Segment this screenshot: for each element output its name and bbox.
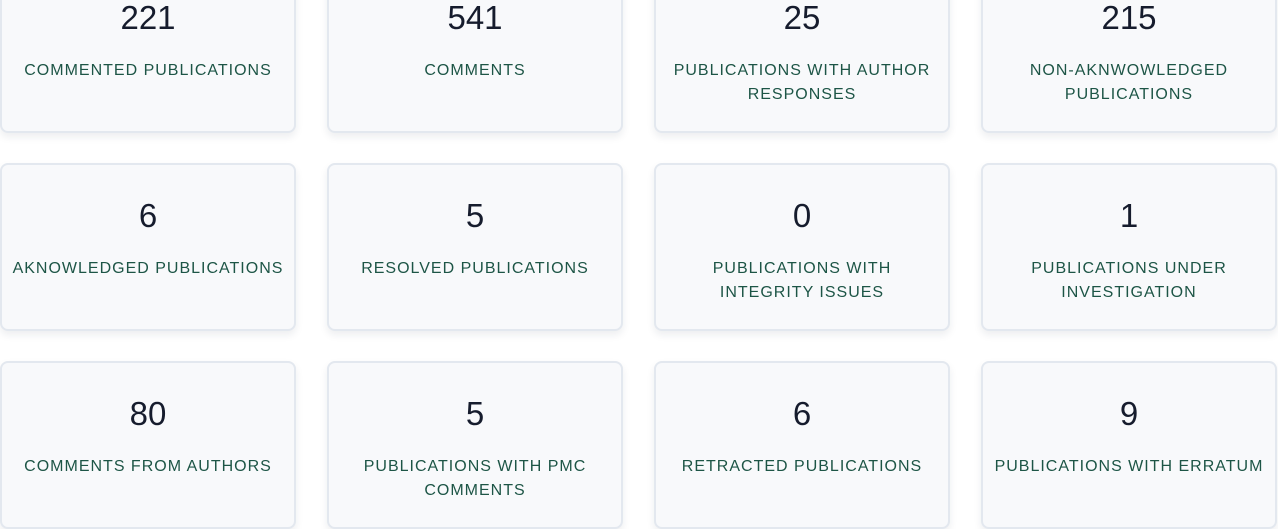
stat-label: RETRACTED PUBLICATIONS	[681, 458, 923, 475]
stat-card: 221 COMMENTED PUBLICATIONS	[0, 0, 296, 133]
stat-label: COMMENTS	[424, 62, 526, 79]
stat-label: PUBLICATIONS UNDER INVESTIGATION	[1031, 260, 1227, 301]
stat-card: 6 AKNOWLEDGED PUBLICATIONS	[0, 163, 296, 331]
stat-label: COMMENTS FROM AUTHORS	[24, 458, 272, 475]
stat-value: 5	[465, 197, 485, 234]
stat-card: 215 NON-AKNWOWLEDGED PUBLICATIONS	[981, 0, 1277, 133]
stat-value: 5	[465, 395, 485, 432]
stat-label: PUBLICATIONS WITH INTEGRITY ISSUES	[712, 260, 892, 301]
stat-value: 215	[1101, 0, 1157, 36]
stat-card: 6 RETRACTED PUBLICATIONS	[654, 361, 950, 529]
stat-value: 6	[792, 395, 812, 432]
stat-value: 80	[129, 395, 167, 432]
stat-label: RESOLVED PUBLICATIONS	[361, 260, 589, 277]
stat-card: 5 RESOLVED PUBLICATIONS	[327, 163, 623, 331]
stat-label: COMMENTED PUBLICATIONS	[24, 62, 272, 79]
stat-card: 1 PUBLICATIONS UNDER INVESTIGATION	[981, 163, 1277, 331]
stat-value: 221	[120, 0, 176, 36]
stat-card: 9 PUBLICATIONS WITH ERRATUM	[981, 361, 1277, 529]
stat-value: 1	[1119, 197, 1139, 234]
stat-value: 6	[138, 197, 158, 234]
stat-label: NON-AKNWOWLEDGED PUBLICATIONS	[1029, 62, 1229, 103]
stat-value: 541	[447, 0, 503, 36]
stat-value: 0	[792, 197, 812, 234]
stat-card: 5 PUBLICATIONS WITH PMC COMMENTS	[327, 361, 623, 529]
stat-card: 541 COMMENTS	[327, 0, 623, 133]
stat-label: PUBLICATIONS WITH ERRATUM	[994, 458, 1264, 475]
stat-label: AKNOWLEDGED PUBLICATIONS	[12, 260, 284, 277]
stat-label: PUBLICATIONS WITH PMC COMMENTS	[363, 458, 587, 499]
stat-label: PUBLICATIONS WITH AUTHOR RESPONSES	[673, 62, 931, 103]
stat-value: 9	[1119, 395, 1139, 432]
stat-card: 80 COMMENTS FROM AUTHORS	[0, 361, 296, 529]
stat-value: 25	[783, 0, 821, 36]
stat-card: 0 PUBLICATIONS WITH INTEGRITY ISSUES	[654, 163, 950, 331]
stat-card: 25 PUBLICATIONS WITH AUTHOR RESPONSES	[654, 0, 950, 133]
